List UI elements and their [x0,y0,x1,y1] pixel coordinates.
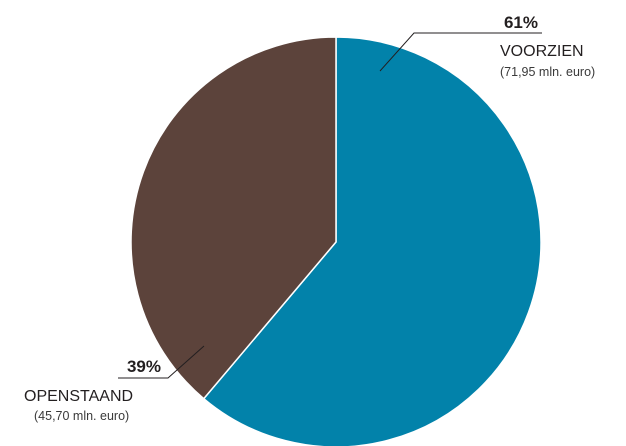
pie-slice-openstaand [130,36,337,400]
openstaand-leader-line [118,345,205,379]
voorzien-amount-label: (71,95 mln. euro) [500,65,595,79]
voorzien-leader-line [379,32,542,72]
openstaand-category-label: OPENSTAAND [24,388,133,405]
voorzien-category-label: VOORZIEN [500,43,584,60]
voorzien-percent-label: 61% [504,13,538,32]
pie-slices [130,36,542,446]
openstaand-amount-label: (45,70 mln. euro) [34,409,129,423]
pie-slice-voorzien [203,36,542,446]
openstaand-percent-label: 39% [127,357,161,376]
